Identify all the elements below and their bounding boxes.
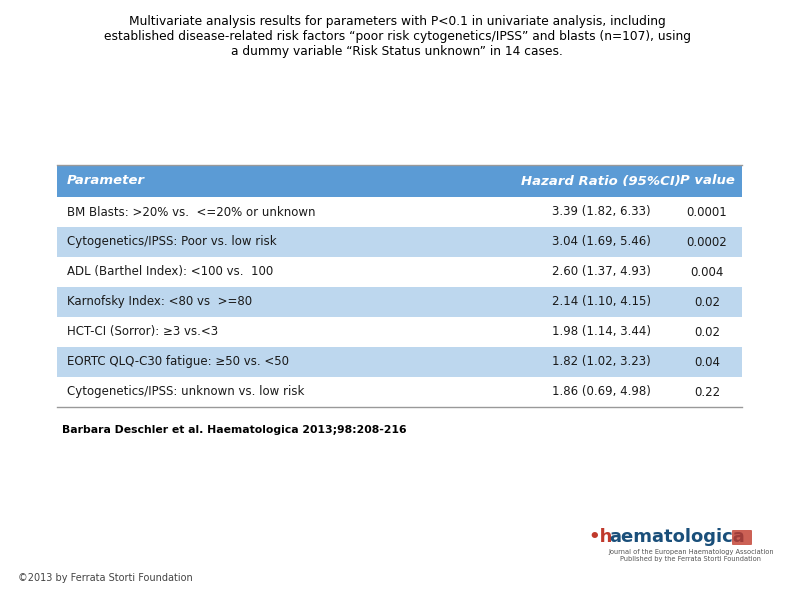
Text: established disease-related risk factors “poor risk cytogenetics/IPSS” and blast: established disease-related risk factors… xyxy=(103,30,691,43)
Text: Cytogenetics/IPSS: Poor vs. low risk: Cytogenetics/IPSS: Poor vs. low risk xyxy=(67,236,276,249)
Text: 0.0001: 0.0001 xyxy=(687,205,727,218)
Text: Karnofsky Index: <80 vs  >=80: Karnofsky Index: <80 vs >=80 xyxy=(67,296,252,308)
Text: aematologica: aematologica xyxy=(609,528,745,546)
Text: Parameter: Parameter xyxy=(67,174,145,187)
Text: HCT-CI (Sorror): ≥3 vs.<3: HCT-CI (Sorror): ≥3 vs.<3 xyxy=(67,325,218,339)
Text: 1.82 (1.02, 3.23): 1.82 (1.02, 3.23) xyxy=(552,355,650,368)
Text: 1.98 (1.14, 3.44): 1.98 (1.14, 3.44) xyxy=(552,325,650,339)
Text: 0.02: 0.02 xyxy=(694,296,720,308)
Bar xyxy=(57,257,742,287)
Bar xyxy=(57,287,742,317)
Text: 2.60 (1.37, 4.93): 2.60 (1.37, 4.93) xyxy=(552,265,650,278)
Text: 3.04 (1.69, 5.46): 3.04 (1.69, 5.46) xyxy=(552,236,650,249)
Text: Journal of the European Haematology Association
Published by the Ferrata Storti : Journal of the European Haematology Asso… xyxy=(608,549,773,562)
Text: Multivariate analysis results for parameters with P<0.1 in univariate analysis, : Multivariate analysis results for parame… xyxy=(129,15,665,28)
Text: Hazard Ratio (95%CI): Hazard Ratio (95%CI) xyxy=(521,174,681,187)
Bar xyxy=(57,317,742,347)
Text: ©2013 by Ferrata Storti Foundation: ©2013 by Ferrata Storti Foundation xyxy=(18,573,193,583)
Text: BM Blasts: >20% vs.  <=20% or unknown: BM Blasts: >20% vs. <=20% or unknown xyxy=(67,205,315,218)
Text: 0.004: 0.004 xyxy=(690,265,723,278)
Text: 1.86 (0.69, 4.98): 1.86 (0.69, 4.98) xyxy=(552,386,650,399)
Bar xyxy=(57,227,742,257)
Text: 0.04: 0.04 xyxy=(694,355,720,368)
Text: a dummy variable “Risk Status unknown” in 14 cases.: a dummy variable “Risk Status unknown” i… xyxy=(231,45,563,58)
Text: ADL (Barthel Index): <100 vs.  100: ADL (Barthel Index): <100 vs. 100 xyxy=(67,265,273,278)
Text: 0.0002: 0.0002 xyxy=(687,236,727,249)
Text: •h: •h xyxy=(588,528,612,546)
Text: EORTC QLQ-C30 fatigue: ≥50 vs. <50: EORTC QLQ-C30 fatigue: ≥50 vs. <50 xyxy=(67,355,289,368)
Text: 0.22: 0.22 xyxy=(694,386,720,399)
Text: Cytogenetics/IPSS: unknown vs. low risk: Cytogenetics/IPSS: unknown vs. low risk xyxy=(67,386,304,399)
Text: 0.02: 0.02 xyxy=(694,325,720,339)
Bar xyxy=(57,347,742,377)
Text: 3.39 (1.82, 6.33): 3.39 (1.82, 6.33) xyxy=(552,205,650,218)
Bar xyxy=(57,197,742,227)
Text: 2.14 (1.10, 4.15): 2.14 (1.10, 4.15) xyxy=(552,296,650,308)
Bar xyxy=(57,377,742,407)
Bar xyxy=(57,165,742,197)
Text: P value: P value xyxy=(680,174,734,187)
Text: Barbara Deschler et al. Haematologica 2013;98:208-216: Barbara Deschler et al. Haematologica 20… xyxy=(62,425,407,435)
FancyBboxPatch shape xyxy=(732,530,752,545)
